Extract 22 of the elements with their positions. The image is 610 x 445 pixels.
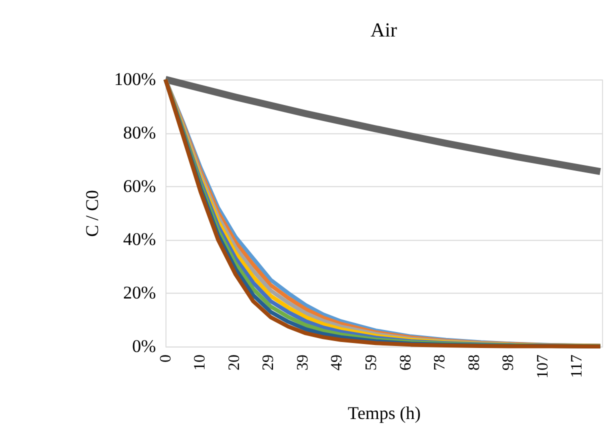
x-tick-label: 0: [157, 354, 174, 363]
y-tick-label: 100%: [114, 68, 156, 89]
x-tick-label: 98: [500, 354, 518, 370]
x-tick-label: 117: [568, 354, 586, 378]
x-axis-title: Temps (h): [348, 402, 421, 423]
x-tick-label: 59: [362, 354, 380, 370]
x-tick-label: 29: [260, 354, 278, 370]
y-tick-label: 20%: [123, 282, 156, 303]
x-tick-label: 49: [328, 354, 346, 370]
x-tick-label: 39: [294, 354, 312, 370]
x-tick-label: 78: [432, 354, 449, 370]
y-tick-label: 0%: [132, 336, 156, 356]
x-tick-label: 107: [534, 354, 552, 378]
y-tick-label: 40%: [123, 229, 156, 250]
x-tick-label: 10: [192, 354, 209, 370]
chart-title: Air: [370, 20, 398, 42]
x-tick-label: 88: [466, 354, 483, 370]
y-tick-label: 80%: [123, 122, 156, 142]
x-tick-label: 20: [226, 354, 243, 370]
y-tick-label: 60%: [123, 176, 156, 196]
y-axis-title: C / C0: [82, 190, 102, 237]
x-tick-label: 68: [397, 354, 414, 370]
